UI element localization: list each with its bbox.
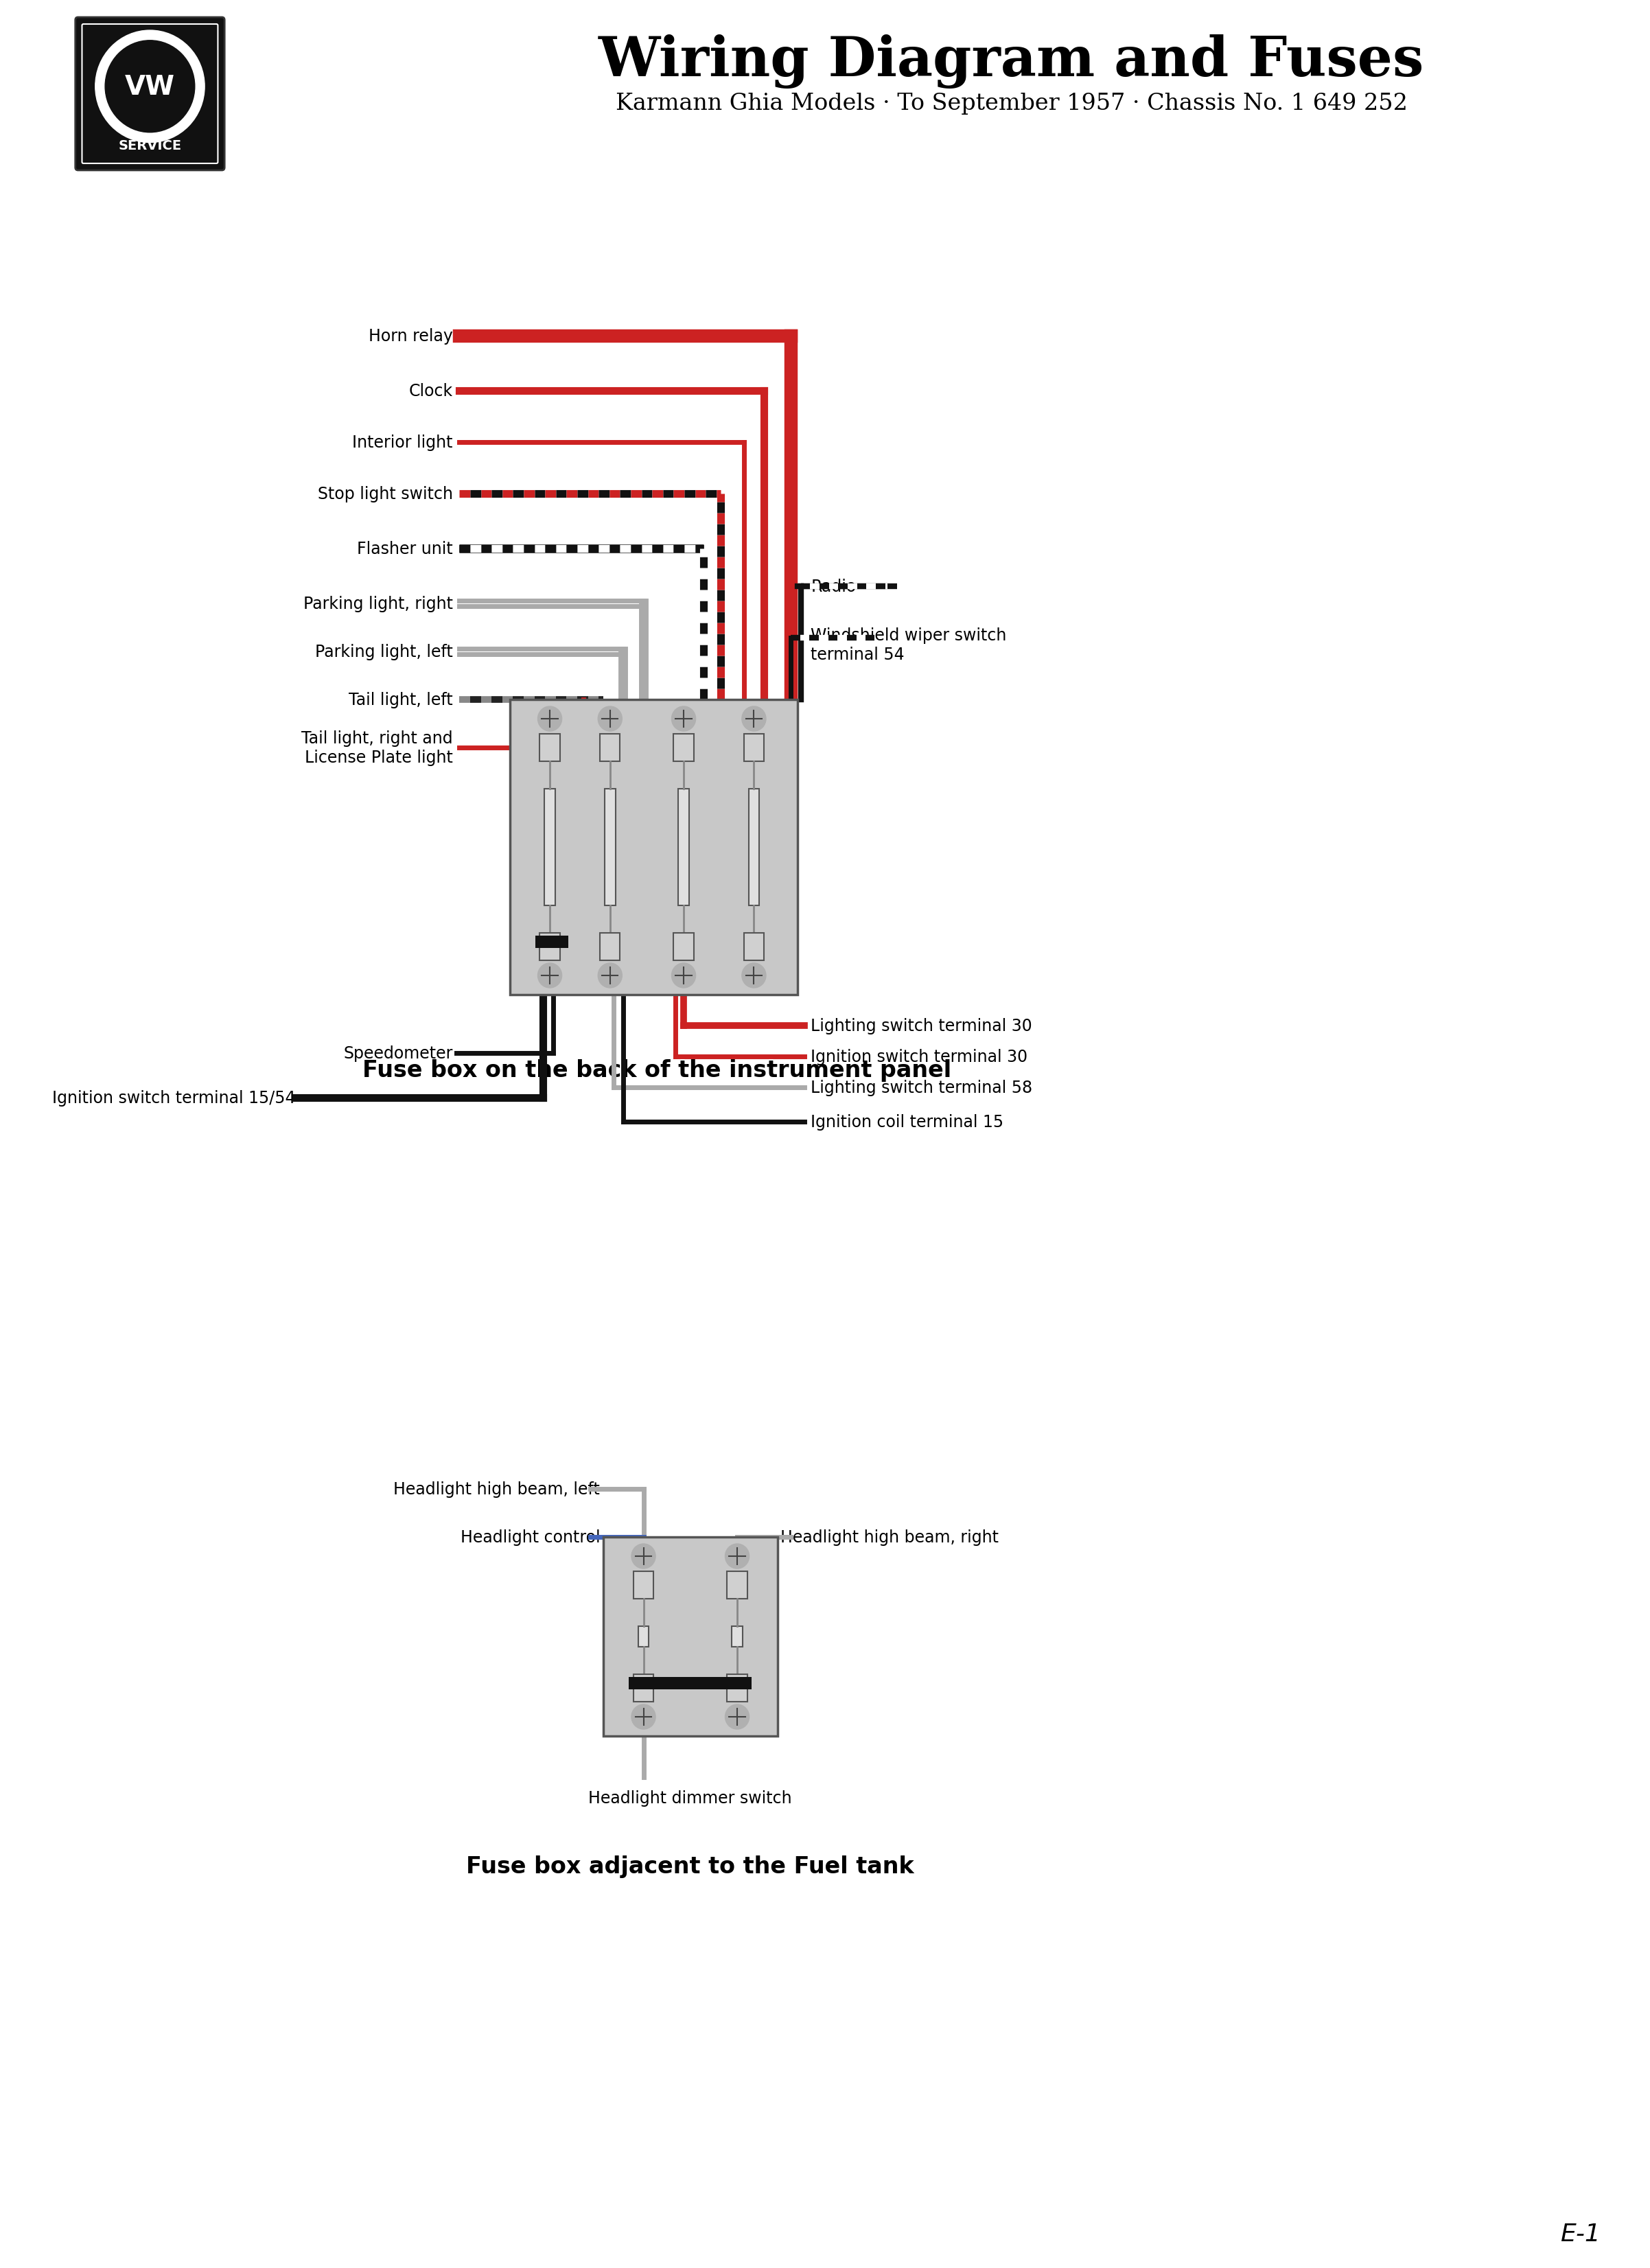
Text: Parking light, left: Parking light, left <box>315 644 452 660</box>
Bar <box>728 1572 747 1599</box>
Text: Wiring Diagram and Fuses: Wiring Diagram and Fuses <box>599 34 1424 88</box>
Circle shape <box>538 708 563 733</box>
Text: Lighting switch terminal 58: Lighting switch terminal 58 <box>810 1080 1033 1095</box>
Text: SERVICE: SERVICE <box>119 138 181 152</box>
Bar <box>744 932 764 962</box>
Text: Lighting switch terminal 30: Lighting switch terminal 30 <box>810 1018 1033 1034</box>
Bar <box>510 701 797 996</box>
Text: VW: VW <box>125 75 175 100</box>
Bar <box>678 789 690 905</box>
Text: Horn relay: Horn relay <box>368 329 452 345</box>
Circle shape <box>742 964 766 989</box>
Text: Interior light: Interior light <box>351 435 452 451</box>
Bar <box>604 1538 777 1737</box>
Bar <box>634 1674 653 1701</box>
Bar <box>744 735 764 762</box>
Bar <box>639 1626 648 1647</box>
Text: Ignition coil terminal 15: Ignition coil terminal 15 <box>810 1114 1003 1129</box>
FancyBboxPatch shape <box>76 18 224 170</box>
Text: Ignition switch terminal 30: Ignition switch terminal 30 <box>810 1048 1028 1066</box>
Text: Clock: Clock <box>409 383 452 399</box>
Bar <box>540 735 559 762</box>
Text: Stop light switch: Stop light switch <box>317 485 452 501</box>
Text: Fuse box on the back of the instrument panel: Fuse box on the back of the instrument p… <box>363 1059 952 1082</box>
Bar <box>544 789 554 905</box>
Text: Tail light, right and
License Plate light: Tail light, right and License Plate ligh… <box>302 730 452 767</box>
Text: Windshield wiper switch
terminal 54: Windshield wiper switch terminal 54 <box>810 628 1006 662</box>
Circle shape <box>724 1545 749 1569</box>
Bar <box>749 789 759 905</box>
Bar <box>601 932 620 962</box>
Circle shape <box>597 964 622 989</box>
Text: Ignition switch terminal 15/54: Ignition switch terminal 15/54 <box>53 1089 295 1107</box>
Bar <box>634 1572 653 1599</box>
Text: Karmann Ghia Models · To September 1957 · Chassis No. 1 649 252: Karmann Ghia Models · To September 1957 … <box>615 93 1407 116</box>
Text: Tail light, left: Tail light, left <box>348 692 452 708</box>
Text: E-1: E-1 <box>1559 2223 1600 2245</box>
Text: Radio: Radio <box>810 578 856 594</box>
Bar <box>673 735 693 762</box>
Bar <box>535 937 569 948</box>
Bar <box>510 701 797 996</box>
Bar <box>540 932 559 962</box>
Text: Headlight dimmer switch: Headlight dimmer switch <box>589 1789 792 1805</box>
Bar <box>733 1626 742 1647</box>
Circle shape <box>597 708 622 733</box>
Circle shape <box>724 1706 749 1728</box>
Bar <box>728 1674 747 1701</box>
Text: Parking light, right: Parking light, right <box>304 596 452 612</box>
Circle shape <box>632 1706 655 1728</box>
Circle shape <box>632 1545 655 1569</box>
Bar <box>604 789 615 905</box>
Circle shape <box>672 964 696 989</box>
Circle shape <box>96 32 205 143</box>
Bar <box>601 735 620 762</box>
Text: Fuse box adjacent to the Fuel tank: Fuse box adjacent to the Fuel tank <box>467 1855 914 1878</box>
Text: Headlight control: Headlight control <box>460 1529 601 1545</box>
Circle shape <box>106 41 195 134</box>
Text: Flasher unit: Flasher unit <box>356 540 452 558</box>
Text: Headlight high beam, right: Headlight high beam, right <box>780 1529 998 1545</box>
Text: Speedometer: Speedometer <box>343 1046 452 1061</box>
Text: Headlight high beam, left: Headlight high beam, left <box>393 1481 601 1497</box>
Bar <box>673 932 693 962</box>
Bar <box>604 1538 777 1737</box>
Bar <box>629 1676 752 1690</box>
Circle shape <box>538 964 563 989</box>
Circle shape <box>742 708 766 733</box>
Circle shape <box>672 708 696 733</box>
